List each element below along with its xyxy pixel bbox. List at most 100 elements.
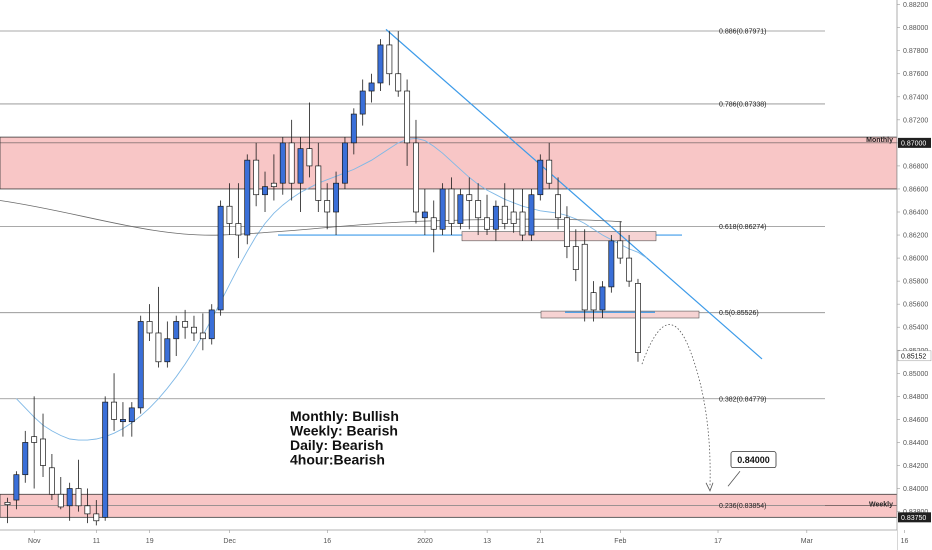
price-tick-label: 0.88000 [903,25,928,32]
candle-body [404,90,411,144]
candle [111,373,118,431]
time-tick-label: 2020 [417,538,433,545]
candle [155,286,162,368]
candle [146,304,153,342]
time-tick-label: 21 [537,538,545,545]
time-tick-label: 17 [714,538,722,545]
candle [182,309,189,339]
zone-label-weekly: Weekly [869,501,893,508]
candle-body [4,501,11,506]
candle-body [563,217,570,247]
price-tick-label: 0.84800 [903,394,928,401]
candle [617,221,624,264]
candle-body [466,194,473,201]
candle-body [599,286,606,311]
candle [262,171,268,212]
candle-body [439,188,446,230]
candle [546,142,553,189]
price-tick-label: 0.84600 [903,417,928,424]
zone-label-monthly: Monthly [866,137,893,144]
candle-body [288,142,295,184]
candle [457,188,464,230]
candle [306,102,313,178]
projection-arrowhead [705,482,714,492]
candle [341,137,348,189]
candle [368,73,375,103]
time-tick-label: 16 [901,538,909,545]
target-callout-box [730,451,777,469]
candle [590,281,597,322]
candle-body [208,309,215,340]
candle [519,188,526,241]
candle-body [546,159,553,184]
candle [137,315,144,414]
price-badge-label: 0.83750 [901,515,926,522]
candle [93,500,100,526]
candle-body [359,90,366,115]
candle-body [48,467,55,495]
fib-label: 0.382(0.84779) [719,396,766,403]
candle-body [155,332,162,363]
candle-body [173,321,180,340]
candle [31,396,38,489]
candle-body [164,338,171,363]
price-tick-label: 0.86400 [903,210,928,217]
candle-body [235,223,242,236]
candle [413,119,419,224]
price-badge [898,137,931,148]
candle-body [22,442,29,476]
candle [279,137,286,195]
candle [581,229,588,322]
candle-body [581,243,588,311]
resistance-box [461,231,657,242]
candle-body [341,142,348,184]
candle-body [182,321,189,328]
candle-body [297,148,304,184]
candle-body [137,321,144,409]
candle [288,119,295,201]
price-tick-label: 0.86200 [903,233,928,240]
candle [528,188,535,241]
candle [537,154,544,201]
candle-body [510,211,517,224]
candle [173,315,180,357]
candle [430,200,437,253]
candle [244,154,251,245]
candle-body [253,159,260,196]
candle [510,188,517,233]
candle-body [40,438,46,466]
candle [315,142,322,212]
candle-body [368,82,375,92]
candle [386,31,393,86]
candle [572,229,579,282]
candle [235,183,242,259]
candle-body [457,194,464,224]
price-tick-label: 0.85800 [903,279,928,286]
bias-text-line: Weekly: Bearish [290,423,398,439]
candle [199,313,206,351]
candle [484,194,490,236]
candle-body [262,186,268,196]
time-axis-bg [0,530,897,550]
candle [102,396,109,521]
candle-body [31,436,38,443]
candle [563,206,570,259]
candle-body [413,142,419,213]
price-tick-label: 0.85400 [903,325,928,332]
candle-body [572,246,579,270]
candle-body [475,200,482,219]
candle-body [377,44,384,84]
price-tick-label: 0.84000 [903,486,928,493]
candle [404,79,411,166]
candle-body [448,188,455,224]
candle [421,188,428,236]
candle [475,183,482,236]
projection-path [641,324,711,487]
fib-label: 0.236(0.83854) [719,503,766,510]
candle [164,321,171,368]
bias-text-line: Monthly: Bullish [290,408,399,424]
resistance-box-lower [540,310,700,319]
candle [395,31,402,97]
price-tick-label: 0.86600 [903,186,928,193]
